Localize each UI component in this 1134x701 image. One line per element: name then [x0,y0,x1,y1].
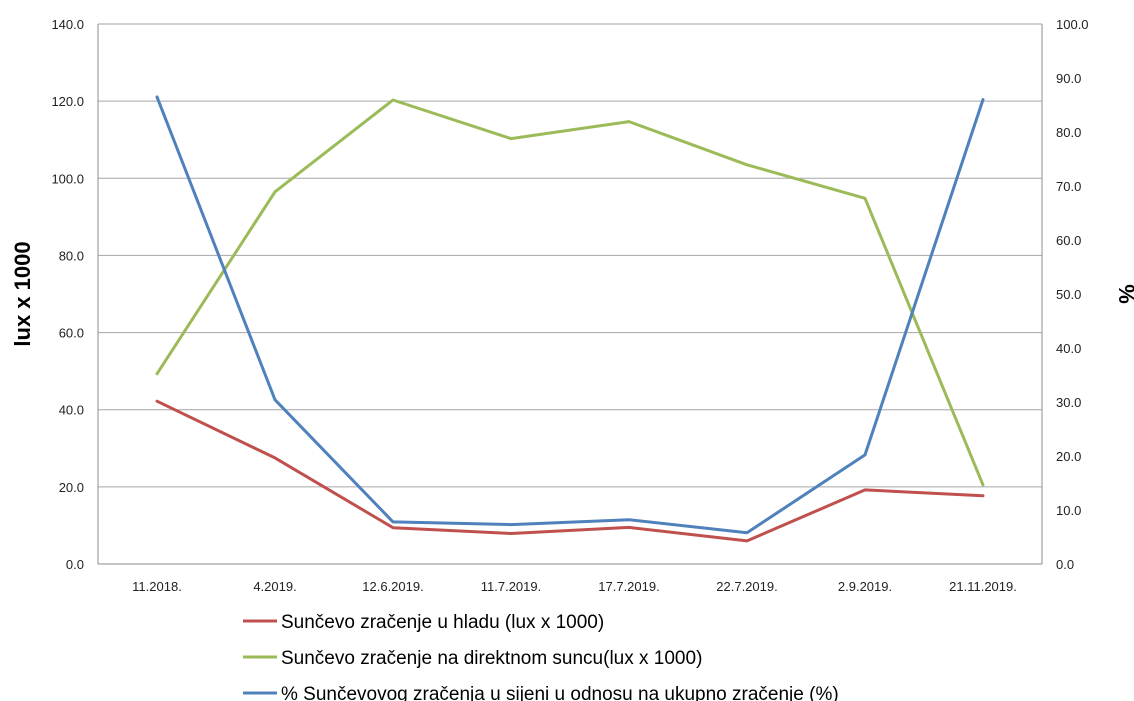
x-tick-label: 17.7.2019. [598,579,659,594]
x-tick-label: 12.6.2019. [362,579,423,594]
left-y-tick-label: 20.0 [59,480,84,495]
left-y-tick-label: 0.0 [66,557,84,572]
x-tick-label: 11.2018. [132,579,182,594]
legend-item: Sunčevo zračenje na direktnom suncu(lux … [243,648,702,669]
right-y-tick-label: 70.0 [1056,179,1081,194]
right-y-tick-label: 30.0 [1056,395,1081,410]
legend: Sunčevo zračenje u hladu (lux x 1000) Sun… [243,612,839,701]
left-y-tick-label: 40.0 [59,403,84,418]
x-axis-ticks: 11.2018. 4.2019. 12.6.2019. 11.7.2019. 17.7.… [132,579,1017,594]
series-line-1 [155,399,985,543]
left-y-tick-label: 100.0 [51,171,84,186]
plot-area [97,24,1043,565]
right-y-tick-label: 60.0 [1056,233,1081,248]
series-line-2 [155,98,985,487]
right-y-axis-ticks: 0.0 10.0 20.0 30.0 40.0 50.0 60.0 70.0 80.0 90.0 1… [1056,17,1089,572]
legend-label: % Sunčevovog zračenja u sijeni u odnosu … [281,684,839,701]
x-tick-label: 22.7.2019. [716,579,777,594]
left-y-tick-label: 120.0 [51,94,84,109]
right-y-axis-title: % [1114,284,1134,304]
legend-label: Sunčevo zračenje u hladu (lux x 1000) [281,612,604,633]
right-y-tick-label: 10.0 [1056,503,1081,518]
right-y-tick-label: 90.0 [1056,71,1081,86]
x-tick-label: 2.9.2019. [838,579,892,594]
right-y-tick-label: 80.0 [1056,125,1081,140]
legend-label: Sunčevo zračenje na direktnom suncu(lux … [281,648,702,669]
x-tick-label: 4.2019. [253,579,296,594]
left-y-axis-title: lux x 1000 [10,241,35,346]
left-y-tick-label: 80.0 [59,248,84,263]
legend-item: Sunčevo zračenje u hladu (lux x 1000) [243,612,604,633]
left-y-tick-label: 140.0 [51,17,84,32]
right-y-tick-label: 50.0 [1056,287,1081,302]
right-y-tick-label: 20.0 [1056,449,1081,464]
right-y-tick-label: 100.0 [1056,17,1089,32]
x-tick-label: 21.11.2019. [949,579,1017,594]
series-line-3 [155,95,985,535]
right-y-tick-label: 0.0 [1056,557,1074,572]
x-tick-label: 11.7.2019. [481,579,541,594]
gridlines [98,23,1042,488]
series-lines [155,95,985,543]
left-y-axis-ticks: 0.0 20.0 40.0 60.0 80.0 100.0 120.0 140.0 [51,17,84,572]
legend-item: % Sunčevovog zračenja u sijeni u odnosu … [243,684,839,701]
right-y-tick-label: 40.0 [1056,341,1081,356]
left-y-tick-label: 60.0 [59,326,84,341]
